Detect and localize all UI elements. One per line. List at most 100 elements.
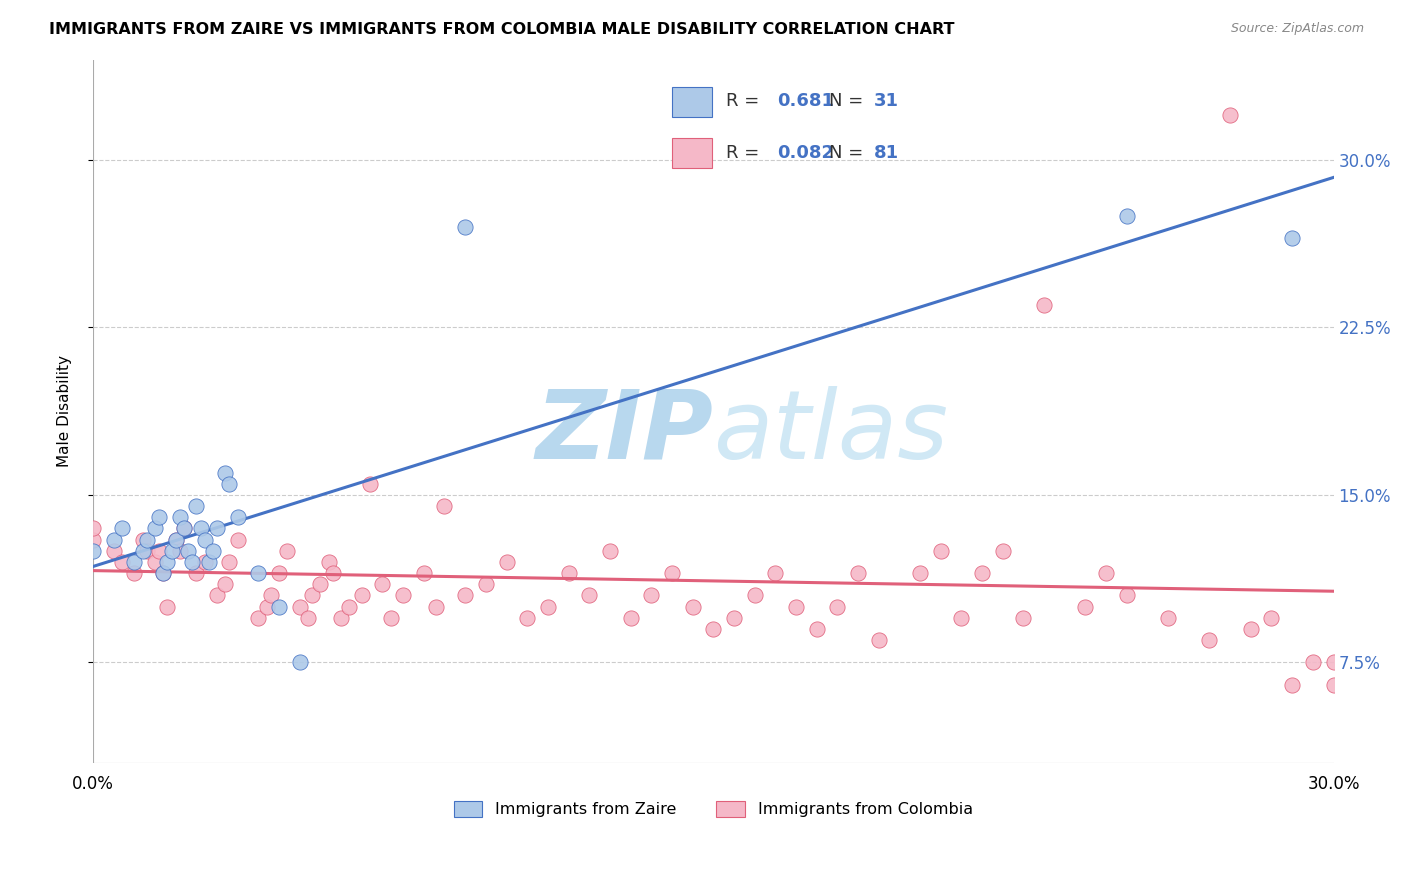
Point	[950, 610, 973, 624]
Point	[322, 566, 344, 580]
Point	[454, 588, 477, 602]
Text: Source: ZipAtlas.com: Source: ZipAtlas.com	[1230, 22, 1364, 36]
Point	[380, 610, 402, 624]
Point	[454, 220, 477, 235]
Point	[970, 566, 993, 580]
Point	[1074, 599, 1097, 614]
Point	[205, 588, 228, 602]
Point	[392, 588, 415, 602]
Point	[247, 566, 270, 580]
Point	[131, 533, 153, 547]
Point	[425, 599, 447, 614]
Point	[165, 533, 187, 547]
Point	[186, 499, 208, 513]
Point	[337, 599, 360, 614]
Point	[288, 599, 311, 614]
Point	[267, 566, 290, 580]
Point	[412, 566, 434, 580]
Point	[214, 577, 236, 591]
Point	[1115, 209, 1137, 223]
Point	[143, 555, 166, 569]
Point	[1198, 632, 1220, 647]
Point	[330, 610, 353, 624]
Point	[578, 588, 600, 602]
Point	[198, 555, 221, 569]
Point	[135, 543, 157, 558]
Text: ZIP: ZIP	[536, 385, 713, 479]
Point	[702, 622, 724, 636]
Point	[148, 543, 170, 558]
Point	[495, 555, 517, 569]
Point	[557, 566, 579, 580]
Point	[103, 543, 125, 558]
Point	[806, 622, 828, 636]
Point	[827, 599, 849, 614]
Point	[194, 555, 217, 569]
Point	[218, 555, 240, 569]
Point	[1260, 610, 1282, 624]
Point	[1012, 610, 1035, 624]
Point	[359, 476, 381, 491]
Point	[165, 533, 187, 547]
Point	[350, 588, 373, 602]
Point	[1302, 656, 1324, 670]
Point	[846, 566, 869, 580]
Legend: Immigrants from Zaire, Immigrants from Colombia: Immigrants from Zaire, Immigrants from C…	[446, 793, 981, 825]
Point	[1033, 298, 1056, 312]
Point	[124, 566, 146, 580]
Point	[156, 555, 179, 569]
Point	[516, 610, 538, 624]
Point	[247, 610, 270, 624]
Point	[723, 610, 745, 624]
Point	[288, 656, 311, 670]
Point	[309, 577, 332, 591]
Text: atlas: atlas	[713, 385, 948, 479]
Point	[868, 632, 890, 647]
Point	[148, 510, 170, 524]
Point	[82, 533, 104, 547]
Point	[124, 555, 146, 569]
Point	[1240, 622, 1263, 636]
Point	[226, 510, 249, 524]
Point	[619, 610, 641, 624]
Point	[991, 543, 1014, 558]
Point	[1115, 588, 1137, 602]
Point	[1281, 678, 1303, 692]
Point	[276, 543, 298, 558]
Point	[318, 555, 340, 569]
Point	[1157, 610, 1180, 624]
Point	[929, 543, 952, 558]
Point	[201, 543, 224, 558]
Point	[433, 499, 456, 513]
Point	[190, 521, 212, 535]
Point	[214, 466, 236, 480]
Point	[160, 543, 183, 558]
Point	[763, 566, 786, 580]
Point	[537, 599, 560, 614]
Point	[186, 566, 208, 580]
Point	[111, 555, 134, 569]
Point	[1281, 231, 1303, 245]
Point	[475, 577, 498, 591]
Point	[177, 543, 200, 558]
Point	[1322, 656, 1344, 670]
Point	[82, 521, 104, 535]
Point	[181, 555, 204, 569]
Point	[218, 476, 240, 491]
Point	[260, 588, 283, 602]
Point	[226, 533, 249, 547]
Point	[744, 588, 766, 602]
Point	[82, 543, 104, 558]
Point	[1095, 566, 1118, 580]
Point	[1322, 678, 1344, 692]
Text: IMMIGRANTS FROM ZAIRE VS IMMIGRANTS FROM COLOMBIA MALE DISABILITY CORRELATION CH: IMMIGRANTS FROM ZAIRE VS IMMIGRANTS FROM…	[49, 22, 955, 37]
Point	[152, 566, 174, 580]
Point	[256, 599, 278, 614]
Point	[297, 610, 319, 624]
Point	[173, 521, 195, 535]
Point	[111, 521, 134, 535]
Point	[371, 577, 394, 591]
Point	[152, 566, 174, 580]
Point	[682, 599, 704, 614]
Point	[785, 599, 807, 614]
